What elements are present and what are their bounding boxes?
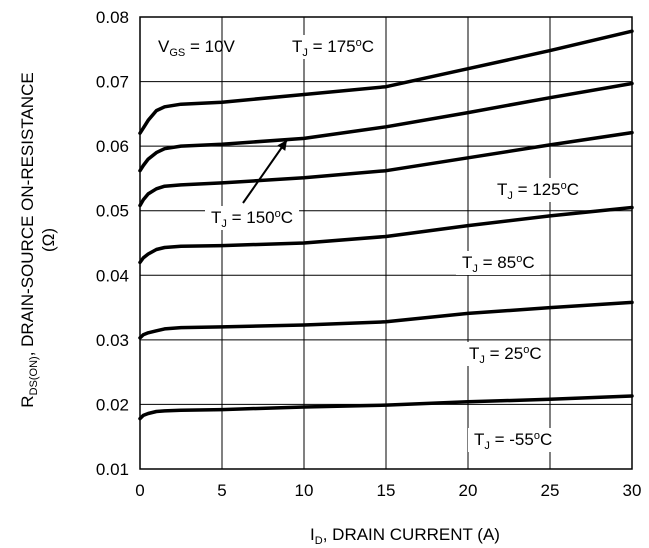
plot-frame	[139, 16, 633, 470]
curves	[138, 29, 634, 421]
series-line-2	[138, 130, 634, 208]
series-label-bg	[205, 206, 300, 230]
y-axis-title: RDS(ON), DRAIN-SOURCE ON-RESISTANCE	[18, 72, 40, 407]
y-tick-label: 0.07	[96, 73, 129, 92]
y-axis-title-unit: (Ω)	[39, 228, 58, 252]
y-tick-label: 0.03	[96, 331, 129, 350]
arrow-shaft	[242, 139, 288, 204]
series-label: TJ = 125oC	[497, 180, 579, 202]
y-tick-label: 0.01	[96, 460, 129, 479]
series-line-1	[138, 81, 634, 173]
series-label: TJ = 150oC	[211, 208, 293, 230]
series-label: TJ = 25oC	[469, 344, 542, 366]
x-tick-label: 0	[135, 481, 144, 500]
series-line-5	[138, 394, 634, 421]
series-label: TJ = -55oC	[474, 430, 552, 452]
series-label: TJ = 85oC	[462, 253, 535, 275]
series-line-3	[138, 205, 634, 265]
x-axis-title: ID, DRAIN CURRENT (A)	[310, 525, 500, 547]
grid-lines	[139, 16, 633, 470]
series-label-bg	[468, 428, 559, 452]
annotation-arrow	[242, 139, 288, 204]
series-label: TJ = 175oC	[292, 37, 374, 59]
arrow-head	[277, 140, 287, 151]
x-tick-label: 30	[623, 481, 642, 500]
y-tick-labels: 0.01 0.02 0.03 0.04 0.05 0.06 0.07 0.08	[96, 8, 129, 479]
series-label-bg	[456, 251, 541, 275]
series-line-4	[138, 300, 634, 340]
y-tick-label: 0.04	[96, 266, 129, 285]
condition-label: VGS = 10V	[158, 37, 236, 59]
svg-text:RDS(ON), DRAIN-SOURCE ON-RES: RDS(ON), DRAIN-SOURCE ON-RESISTANCE	[18, 72, 40, 407]
x-tick-label: 20	[459, 481, 478, 500]
y-tick-label: 0.08	[96, 8, 129, 27]
x-tick-label: 10	[295, 481, 314, 500]
svg-text:(Ω): (Ω)	[39, 228, 58, 252]
y-tick-label: 0.05	[96, 202, 129, 221]
series-label-bg	[463, 342, 548, 366]
x-tick-label: 15	[377, 481, 396, 500]
x-tick-labels: 0 5 10 15 20 25 30	[135, 481, 641, 500]
series-line-0	[138, 29, 634, 135]
series-label-bg	[491, 178, 586, 202]
series-label-bg	[286, 35, 381, 59]
y-tick-label: 0.02	[96, 395, 129, 414]
x-tick-label: 25	[541, 481, 560, 500]
x-tick-label: 5	[217, 481, 226, 500]
y-tick-label: 0.06	[96, 137, 129, 156]
series-labels: TJ = 175oC TJ = 150oC TJ = 125oC TJ = 85oC T…	[205, 35, 586, 452]
